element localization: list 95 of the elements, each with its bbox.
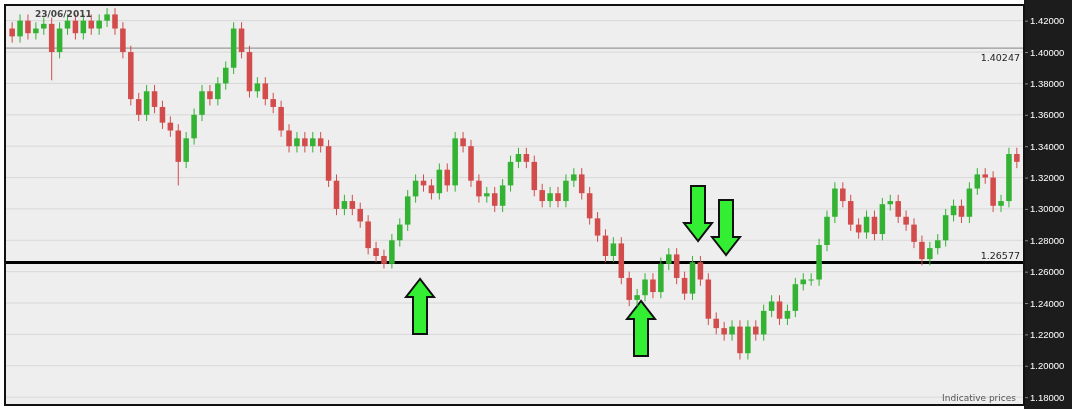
candlestick bbox=[254, 76, 261, 99]
candlestick bbox=[499, 178, 506, 213]
candlestick bbox=[515, 147, 522, 169]
candlestick bbox=[903, 209, 909, 232]
candlestick bbox=[721, 321, 727, 342]
y-tick-label: 1.26000 bbox=[1030, 266, 1065, 278]
y-tick-label: 1.22000 bbox=[1030, 328, 1065, 340]
y-tick-label: 1.32000 bbox=[1030, 172, 1065, 184]
candlestick bbox=[768, 294, 775, 318]
candlestick bbox=[349, 194, 356, 216]
candlestick bbox=[310, 131, 316, 153]
candlestick bbox=[626, 271, 632, 307]
candlestick bbox=[547, 186, 553, 208]
candlestick bbox=[278, 100, 284, 138]
candlestick bbox=[33, 21, 39, 41]
candlestick bbox=[491, 186, 498, 213]
candlestick bbox=[753, 319, 759, 342]
candlestick bbox=[294, 131, 300, 153]
y-tick-label: 1.42000 bbox=[1030, 15, 1065, 27]
candlestick bbox=[919, 235, 925, 266]
candlestick bbox=[302, 131, 308, 153]
candlestick bbox=[373, 241, 379, 263]
candlestick bbox=[563, 173, 569, 208]
candlestick bbox=[270, 92, 276, 114]
candlestick bbox=[934, 233, 941, 255]
candlestick bbox=[357, 202, 363, 229]
candlestick bbox=[183, 131, 189, 169]
candlestick bbox=[697, 255, 704, 287]
candlestick bbox=[262, 76, 269, 106]
y-tick-label: 1.40000 bbox=[1030, 46, 1065, 58]
candlestick bbox=[840, 181, 846, 208]
candlestick bbox=[847, 194, 854, 232]
candlestick bbox=[215, 76, 221, 106]
ref-line-label: 1.40247 bbox=[980, 52, 1020, 64]
candlestick bbox=[808, 272, 814, 287]
candlestick bbox=[104, 7, 110, 28]
candlestick bbox=[341, 194, 348, 216]
candlestick bbox=[191, 108, 197, 146]
candlestick bbox=[578, 167, 585, 201]
candlestick bbox=[666, 247, 672, 271]
candlestick bbox=[895, 194, 901, 224]
candlestick bbox=[713, 311, 719, 335]
candlestick bbox=[159, 100, 166, 130]
candlestick bbox=[460, 131, 466, 153]
candlestick bbox=[594, 211, 601, 243]
candlestick bbox=[9, 21, 15, 44]
annotation: 23/06/2011 bbox=[35, 9, 92, 19]
candlestick bbox=[135, 92, 142, 122]
candlestick bbox=[381, 249, 387, 270]
candlestick bbox=[523, 147, 530, 169]
candlestick bbox=[96, 13, 102, 36]
candlestick bbox=[317, 131, 324, 153]
ref-line-label: 1.26577 bbox=[980, 249, 1020, 261]
candlestick bbox=[25, 13, 31, 41]
candlestick bbox=[444, 162, 451, 193]
candlestick bbox=[642, 272, 648, 302]
candlestick bbox=[650, 272, 656, 299]
annotation: Indicative prices bbox=[942, 393, 1017, 403]
y-tick-label: 1.38000 bbox=[1030, 77, 1065, 89]
candlestick bbox=[112, 7, 118, 36]
candlestick bbox=[610, 236, 617, 263]
candlestick bbox=[151, 84, 158, 114]
candlestick bbox=[428, 178, 435, 201]
candlestick bbox=[539, 183, 545, 208]
y-tick-label: 1.34000 bbox=[1030, 140, 1065, 152]
candlestick bbox=[673, 247, 680, 285]
candlestick bbox=[476, 173, 482, 204]
candlestick bbox=[974, 167, 981, 196]
y-tick-label: 1.36000 bbox=[1030, 109, 1065, 121]
candlestick bbox=[222, 60, 229, 91]
candlestick bbox=[199, 84, 205, 122]
candlestick bbox=[17, 13, 23, 44]
candlestick bbox=[784, 304, 791, 326]
candlestick bbox=[571, 167, 577, 188]
candlestick bbox=[207, 84, 213, 106]
candlestick bbox=[397, 217, 403, 248]
candlestick bbox=[555, 186, 561, 208]
y-tick-label: 1.28000 bbox=[1030, 234, 1065, 246]
candlestick bbox=[958, 199, 965, 224]
candlestick bbox=[120, 21, 126, 59]
y-tick-label: 1.30000 bbox=[1030, 203, 1065, 215]
y-tick-label: 1.24000 bbox=[1030, 297, 1065, 309]
candlestick bbox=[776, 294, 783, 326]
candlestick bbox=[143, 84, 150, 122]
y-tick-label: 1.18000 bbox=[1030, 391, 1065, 403]
candlestick bbox=[1014, 147, 1020, 169]
candlestick bbox=[911, 217, 917, 249]
candlestick bbox=[389, 233, 395, 270]
candlestick bbox=[998, 194, 1004, 213]
candlestick bbox=[927, 241, 933, 266]
candlestick bbox=[729, 319, 735, 342]
candlestick bbox=[681, 271, 688, 301]
candlestick bbox=[634, 288, 640, 307]
y-tick-label: 1.20000 bbox=[1030, 360, 1065, 372]
candlestick bbox=[286, 123, 292, 153]
